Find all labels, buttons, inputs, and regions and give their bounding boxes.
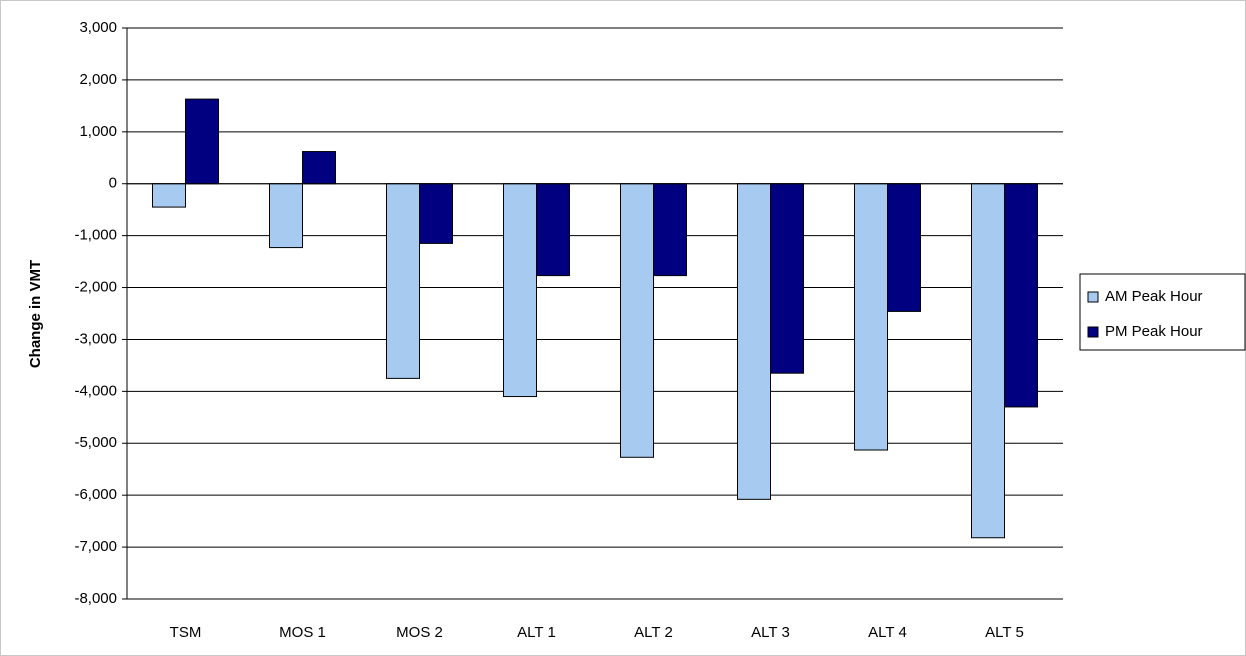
y-tick-label: 2,000 [79, 71, 117, 88]
x-tick-label: ALT 2 [634, 624, 673, 641]
bar [737, 183, 771, 500]
y-tick-label: 3,000 [79, 19, 117, 36]
bar [1004, 183, 1038, 408]
y-tick-label: -8,000 [74, 590, 117, 607]
x-tick-label: ALT 5 [985, 624, 1024, 641]
legend-box [1079, 273, 1246, 351]
bar [854, 183, 888, 451]
bar [152, 183, 186, 208]
bar [302, 151, 336, 185]
x-tick-label: MOS 2 [396, 624, 443, 641]
x-tick-label: ALT 3 [751, 624, 790, 641]
y-tick-label: 1,000 [79, 123, 117, 140]
y-tick-label: -1,000 [74, 227, 117, 244]
legend-label: PM Peak Hour [1105, 323, 1203, 340]
x-tick-label: ALT 1 [517, 624, 556, 641]
bar [887, 183, 921, 312]
y-tick-label: -3,000 [74, 330, 117, 347]
x-tick-label: ALT 4 [868, 624, 907, 641]
y-tick-label: -6,000 [74, 486, 117, 503]
bar [419, 183, 453, 244]
y-axis-label: Change in VMT [27, 260, 44, 368]
x-tick-label: TSM [170, 624, 202, 641]
y-tick-label: -4,000 [74, 382, 117, 399]
bar [185, 98, 219, 185]
bar [269, 183, 303, 249]
bar [503, 183, 537, 398]
legend-label: AM Peak Hour [1105, 288, 1203, 305]
legend-swatch [1087, 326, 1099, 338]
bar [770, 183, 804, 374]
x-tick-label: MOS 1 [279, 624, 326, 641]
bar [620, 183, 654, 458]
y-tick-label: -2,000 [74, 279, 117, 296]
bar [536, 183, 570, 277]
bar [653, 183, 687, 277]
y-tick-label: -7,000 [74, 538, 117, 555]
bar [971, 183, 1005, 539]
y-tick-label: 0 [109, 175, 117, 192]
bar [386, 183, 420, 379]
legend-swatch [1087, 291, 1099, 303]
y-tick-label: -5,000 [74, 434, 117, 451]
